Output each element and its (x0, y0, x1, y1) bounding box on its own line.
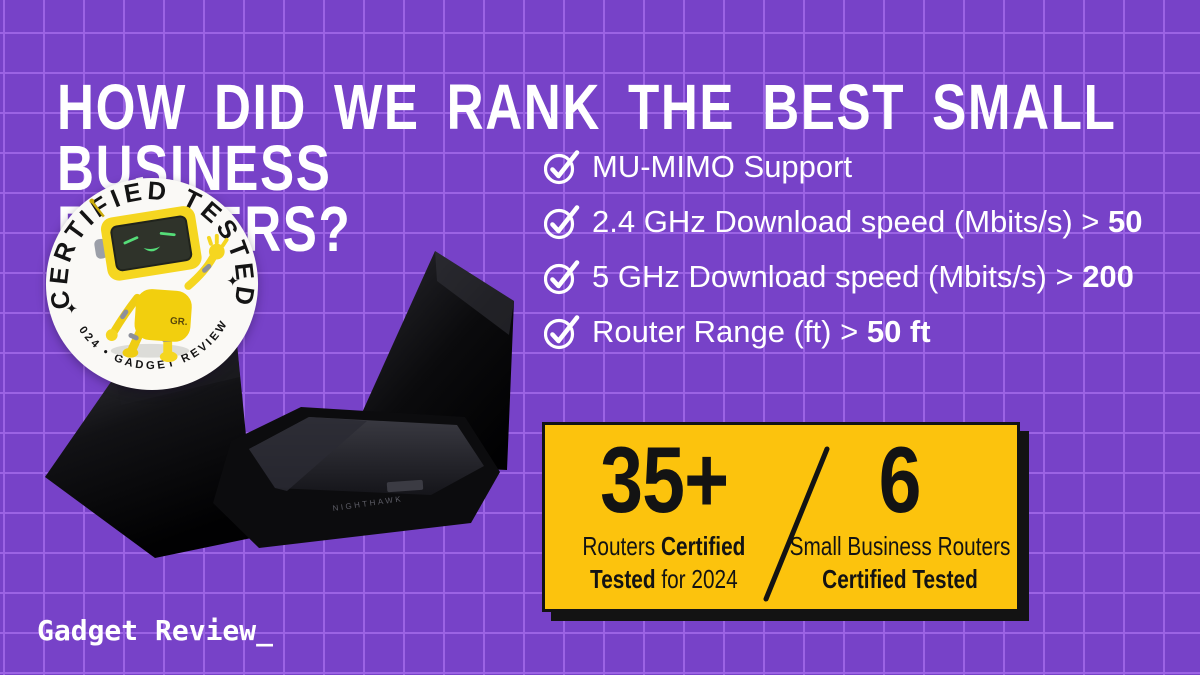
stat-caption-text: Small Business Routers (789, 531, 1011, 561)
checklist-item: 5 GHz Download speed (Mbits/s) > 200 (544, 256, 1143, 298)
check-circle-icon (544, 314, 580, 349)
stat-caption-bold: Certified (661, 531, 746, 561)
router-button (386, 479, 424, 493)
stat-caption-small-business: Small Business Routers Certified Tested (790, 530, 1011, 596)
router-right-wing-highlight (435, 251, 514, 335)
stat-caption-total: Routers Certified Tested for 2024 (582, 530, 745, 596)
check-circle-icon (544, 204, 580, 239)
router-left-wing (45, 344, 256, 558)
stat-routers-tested: 35+ Routers Certified Tested for 2024 (545, 425, 783, 609)
checklist-item-value: 50 ft (866, 314, 931, 349)
checklist-item-label: MU-MIMO Support (592, 149, 852, 185)
badge-star-left-icon: ✦ (66, 301, 78, 317)
stat-caption-text: for 2024 (655, 564, 738, 594)
checklist-item: MU-MIMO Support (544, 146, 1143, 188)
check-circle-icon (544, 149, 580, 184)
criteria-checklist: MU-MIMO Support 2.4 GHz Download speed (… (544, 146, 1143, 366)
stat-caption-text: Routers (582, 531, 662, 561)
checklist-item-text: 2.4 GHz Download speed (Mbits/s) > (592, 204, 1109, 239)
checklist-item-value: 50 (1108, 204, 1143, 239)
checklist-item-label: 2.4 GHz Download speed (Mbits/s) > 50 (592, 204, 1143, 240)
stats-box: 35+ Routers Certified Tested for 2024 6 S… (542, 422, 1020, 612)
badge-star-right-icon: ✦ (227, 274, 239, 290)
checklist-item-label: 5 GHz Download speed (Mbits/s) > 200 (592, 259, 1134, 295)
stat-value-small-business: 6 (878, 427, 922, 532)
checklist-item-text: 5 GHz Download speed (Mbits/s) > (592, 259, 1083, 294)
checklist-item-label: Router Range (ft) > 50 ft (592, 314, 931, 350)
robot-mascot-icon: GR. (89, 198, 229, 363)
robot-chest-label: GR. (170, 316, 188, 328)
checklist-item: 2.4 GHz Download speed (Mbits/s) > 50 (544, 201, 1143, 243)
checklist-item-text: MU-MIMO Support (592, 149, 853, 184)
checklist-item: Router Range (ft) > 50 ft (544, 311, 1143, 353)
stat-caption-bold: Certified Tested (822, 564, 978, 594)
gadget-review-logo: Gadget Review_ (37, 614, 274, 647)
stat-caption-bold: Tested (590, 564, 656, 594)
stat-value-total: 35+ (599, 427, 729, 532)
certified-tested-badge: CERTIFIED TESTED 2024 • GADGET REVIEW ✦ … (44, 176, 259, 391)
checklist-item-value: 200 (1082, 259, 1134, 294)
check-circle-icon (544, 259, 580, 294)
checklist-item-text: Router Range (ft) > (592, 314, 867, 349)
page-title: HOW DID WE RANK THE BEST SMALL BUSINESS … (57, 75, 1200, 261)
router-base-sheen (249, 417, 367, 491)
page-title-line1: HOW DID WE RANK THE BEST SMALL BUSINESS (57, 70, 1116, 204)
badge-circle (45, 177, 259, 391)
stat-small-business-routers: 6 Small Business Routers Certified Tested (785, 425, 1015, 609)
